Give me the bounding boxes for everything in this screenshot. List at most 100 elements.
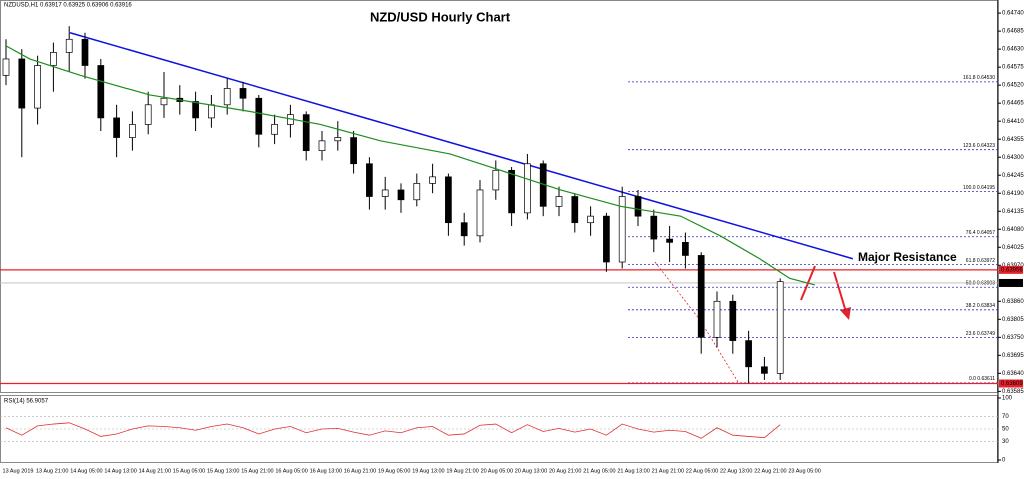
x-tick-label: 21 Aug 21:00 xyxy=(652,468,684,474)
swing-line xyxy=(654,261,739,383)
symbol-info: NZDUSD,H1 0.63917 0.63925 0.63906 0.6391… xyxy=(4,3,132,9)
candle-body xyxy=(160,97,168,106)
arrow-down xyxy=(833,271,847,313)
level-label: 0.63956 xyxy=(1001,267,1023,273)
x-tick-label: 20 Aug 13:00 xyxy=(515,468,547,474)
chart-title: NZD/USD Hourly Chart xyxy=(370,9,511,24)
y-tick-label: 0.63860 xyxy=(1002,299,1024,305)
candle-body xyxy=(476,189,484,237)
candle-body xyxy=(587,215,594,224)
main-panel-frame xyxy=(0,0,998,393)
y-tick-label: 0.63970 xyxy=(1002,263,1024,269)
y-tick-label: 0.64630 xyxy=(1002,47,1024,53)
candle-body xyxy=(81,38,89,66)
candle-body xyxy=(144,104,152,125)
candle-body xyxy=(397,189,405,201)
candle-body xyxy=(697,255,705,338)
rsi-tick-label: 0 xyxy=(1002,458,1006,464)
candle-body xyxy=(776,281,784,374)
rsi-tick-label: 50 xyxy=(1002,427,1009,433)
candle-body xyxy=(97,65,105,119)
fib-label: 100.0 0.64195 xyxy=(963,185,995,191)
candle-body xyxy=(350,137,357,165)
fib-label: 50.0 0.63903 xyxy=(966,281,995,287)
x-tick-label: 20 Aug 05:00 xyxy=(481,468,513,474)
candle-body xyxy=(729,300,737,341)
y-tick-label: 0.64685 xyxy=(1002,29,1024,35)
x-tick-label: 14 Aug 21:00 xyxy=(139,468,171,474)
trend-line xyxy=(69,32,854,260)
y-tick-label: 0.64410 xyxy=(1002,119,1024,125)
arrow-head xyxy=(840,307,851,320)
y-tick-label: 0.63585 xyxy=(1002,389,1024,395)
rsi-label: RSI(14) 56.9057 xyxy=(4,399,49,405)
x-tick-label: 14 Aug 13:00 xyxy=(104,468,136,474)
candle-body xyxy=(366,163,373,197)
x-tick-label: 21 Aug 05:00 xyxy=(583,468,615,474)
fib-label: 161.8 0.64530 xyxy=(963,75,995,81)
y-tick-label: 0.64465 xyxy=(1002,101,1024,107)
rsi-tick-label: 100 xyxy=(1002,396,1013,402)
rsi-tick-label: 30 xyxy=(1002,439,1009,445)
candle-body xyxy=(334,137,342,142)
candle-body xyxy=(429,176,436,184)
candle-body xyxy=(381,189,389,197)
candle-body xyxy=(192,101,199,119)
x-tick-label: 15 Aug 21:00 xyxy=(241,468,273,474)
x-tick-label: 22 Aug 21:00 xyxy=(754,468,786,474)
candle-body xyxy=(555,196,563,207)
candle-body xyxy=(302,114,310,152)
candle-body xyxy=(129,124,136,138)
y-tick-label: 0.64135 xyxy=(1002,209,1024,215)
annotation: Major Resistance xyxy=(858,250,957,264)
x-tick-label: 16 Aug 05:00 xyxy=(275,468,307,474)
candle-body xyxy=(492,169,500,191)
current-price-box xyxy=(999,278,1023,287)
x-tick-label: 19 Aug 05:00 xyxy=(378,468,410,474)
x-tick-label: 16 Aug 13:00 xyxy=(310,468,342,474)
x-tick-label: 15 Aug 13:00 xyxy=(207,468,239,474)
y-tick-label: 0.63805 xyxy=(1002,317,1024,323)
y-tick-label: 0.63750 xyxy=(1002,335,1024,341)
candle-body xyxy=(761,366,768,374)
x-tick-label: 22 Aug 05:00 xyxy=(686,468,718,474)
x-tick-label: 23 Aug 05:00 xyxy=(788,468,820,474)
candle-body xyxy=(745,340,752,368)
candle-body xyxy=(208,104,215,119)
candle-body xyxy=(508,169,515,214)
candle-body xyxy=(50,52,57,66)
x-tick-label: 21 Aug 13:00 xyxy=(617,468,649,474)
candle-body xyxy=(666,238,673,243)
fib-label: 0.0 0.63611 xyxy=(969,376,995,382)
candle-body xyxy=(113,117,120,138)
y-tick-label: 0.64245 xyxy=(1002,173,1024,179)
y-tick-label: 0.64190 xyxy=(1002,191,1024,197)
x-tick-label: 13 Aug 21:00 xyxy=(36,468,68,474)
y-tick-label: 0.63695 xyxy=(1002,353,1024,359)
rsi-tick-label: 70 xyxy=(1002,414,1009,420)
y-tick-label: 0.64740 xyxy=(1002,11,1024,17)
fib-label: 38.2 0.63834 xyxy=(966,303,995,309)
x-tick-label: 20 Aug 21:00 xyxy=(549,468,581,474)
y-tick-label: 0.64300 xyxy=(1002,155,1024,161)
candle-body xyxy=(634,196,642,217)
candle-body xyxy=(713,300,721,338)
fib-label: 23.6 0.63749 xyxy=(966,331,995,337)
candle-body xyxy=(650,215,658,240)
candle-body xyxy=(571,196,579,224)
candle-body xyxy=(65,38,73,53)
candle-body xyxy=(618,196,626,263)
y-tick-label: 0.64025 xyxy=(1002,245,1024,251)
x-tick-label: 19 Aug 13:00 xyxy=(412,468,444,474)
candle-body xyxy=(271,124,278,135)
candle-body xyxy=(682,242,689,256)
x-tick-label: 13 Aug 2019 xyxy=(3,468,34,474)
rsi-line xyxy=(5,422,781,439)
x-tick-label: 22 Aug 13:00 xyxy=(720,468,752,474)
x-tick-label: 14 Aug 05:00 xyxy=(70,468,102,474)
candle-body xyxy=(34,65,41,109)
level-box xyxy=(999,265,1023,274)
y-tick-label: 0.64575 xyxy=(1002,65,1024,71)
y-tick-label: 0.64355 xyxy=(1002,137,1024,143)
